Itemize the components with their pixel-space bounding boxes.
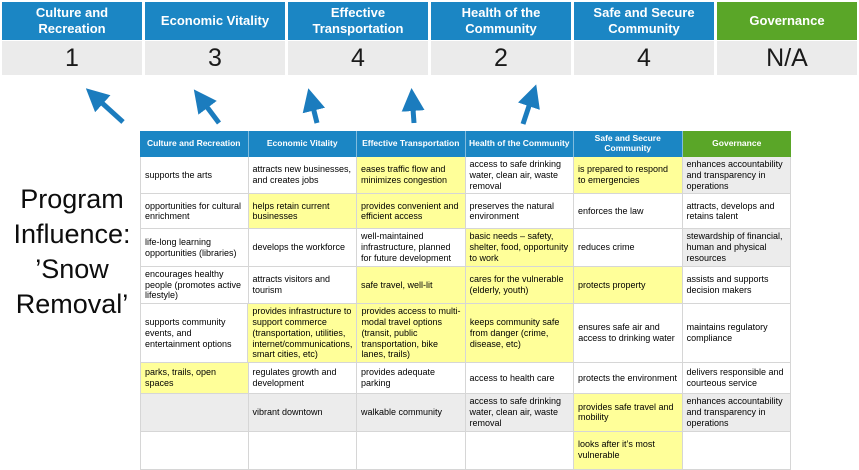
- matrix-cell: [140, 394, 249, 432]
- matrix-cell: well-maintained infrastructure, planned …: [357, 229, 466, 267]
- scoreboard-header: Safe and Secure Community: [574, 2, 714, 40]
- matrix-cell: attracts new businesses, and creates job…: [248, 157, 357, 195]
- scoreboard-column: Culture and Recreation 1: [2, 2, 142, 75]
- arrow-safe-icon: [518, 84, 540, 125]
- matrix-cell: keeps community safe from danger (crime,…: [465, 304, 575, 364]
- matrix-row: parks, trails, open spaces regulates grow…: [140, 363, 791, 395]
- matrix-cell: protects the environment: [574, 363, 683, 395]
- matrix-cell: basic needs – safety, shelter, food, opp…: [465, 229, 574, 267]
- matrix-cell: maintains regulatory compliance: [682, 304, 791, 364]
- matrix-header-cell: Culture and Recreation: [140, 131, 249, 157]
- arrow-health-icon: [401, 88, 425, 124]
- matrix-row: supports the arts attracts new businesses…: [140, 157, 791, 195]
- scoreboard-header: Economic Vitality: [145, 2, 285, 40]
- matrix-row: supports community events, and entertain…: [140, 304, 791, 364]
- matrix-cell: delivers responsible and courteous servi…: [682, 363, 791, 395]
- matrix-cell: walkable community: [357, 394, 466, 432]
- matrix-row: vibrant downtown walkable community access…: [140, 394, 791, 432]
- matrix-cell: provides infrastructure to support comme…: [248, 304, 358, 364]
- matrix-cell: enhances accountability and transparency…: [682, 394, 791, 432]
- matrix-cell: provides safe travel and mobility: [574, 394, 683, 432]
- scoreboard-score: 2: [431, 41, 571, 75]
- matrix-cell: supports the arts: [140, 157, 249, 195]
- scoreboard-column: Governance N/A: [717, 2, 857, 75]
- matrix-cell: [682, 431, 791, 470]
- matrix-cell: access to health care: [465, 363, 574, 395]
- matrix-header-cell: Effective Transportation: [357, 131, 466, 157]
- matrix-cell: [248, 431, 357, 470]
- matrix-cell: life-long learning opportunities (librar…: [140, 229, 249, 267]
- scoreboard-column: Economic Vitality 3: [145, 2, 285, 75]
- matrix-cell: reduces crime: [574, 229, 683, 267]
- matrix-row: looks after it’s most vulnerable: [140, 431, 791, 470]
- scoreboard-header: Health of the Community: [431, 2, 571, 40]
- matrix-cell: stewardship of financial, human and phys…: [682, 229, 791, 267]
- scoreboard-header: Culture and Recreation: [2, 2, 142, 40]
- matrix-header-cell: Health of the Community: [465, 131, 574, 157]
- matrix-cell: access to safe drinking water, clean air…: [465, 394, 574, 432]
- matrix-cell: provides adequate parking: [357, 363, 466, 395]
- matrix-cell: eases traffic flow and minimizes congest…: [357, 157, 466, 195]
- arrow-transportation-icon: [302, 88, 326, 124]
- matrix-cell: supports community events, and entertain…: [140, 304, 249, 364]
- scoreboard: Culture and Recreation 1 Economic Vitality…: [2, 2, 857, 75]
- matrix-cell: is prepared to respond to emergencies: [574, 157, 683, 195]
- scoreboard-column: Safe and Secure Community 4: [574, 2, 714, 75]
- scoreboard-score: 4: [288, 41, 428, 75]
- scoreboard-score: 1: [2, 41, 142, 75]
- matrix-cell: cares for the vulnerable (elderly, youth…: [465, 266, 574, 305]
- matrix-cell: provides access to multi-modal travel op…: [357, 304, 466, 364]
- matrix-cell: assists and supports decision makers: [682, 266, 791, 305]
- matrix-cell: [465, 431, 574, 470]
- influence-arrows: [85, 84, 540, 125]
- matrix-header-cell: Safe and Secure Community: [574, 131, 683, 157]
- matrix-cell: looks after it’s most vulnerable: [574, 431, 683, 470]
- matrix-header-row: Culture and Recreation Economic Vitality E…: [140, 131, 791, 157]
- matrix-cell: regulates growth and development: [248, 363, 357, 395]
- matrix-cell: access to safe drinking water, clean air…: [465, 157, 574, 195]
- matrix-cell: ensures safe air and access to drinking …: [574, 304, 683, 364]
- matrix-cell: [140, 431, 249, 470]
- matrix-cell: parks, trails, open spaces: [140, 363, 249, 395]
- matrix-cell: vibrant downtown: [248, 394, 357, 432]
- scoreboard-column: Health of the Community 2: [431, 2, 571, 75]
- matrix-cell: provides convenient and efficient access: [357, 194, 466, 230]
- matrix-cell: opportunities for cultural enrichment: [140, 194, 249, 230]
- matrix-cell: [357, 431, 466, 470]
- scoreboard-header: Governance: [717, 2, 857, 40]
- arrow-economic-icon: [193, 89, 221, 125]
- matrix-cell: encourages healthy people (promotes acti…: [140, 266, 249, 305]
- matrix-row: opportunities for cultural enrichment hel…: [140, 194, 791, 230]
- matrix-body: supports the arts attracts new businesses…: [140, 157, 791, 470]
- scoreboard-score: 4: [574, 41, 714, 75]
- matrix-cell: attracts, develops and retains talent: [682, 194, 791, 230]
- matrix-header-cell: Economic Vitality: [248, 131, 357, 157]
- scoreboard-header: Effective Transportation: [288, 2, 428, 40]
- scoreboard-score: N/A: [717, 41, 857, 75]
- matrix-cell: safe travel, well-lit: [357, 266, 466, 305]
- scoreboard-column: Effective Transportation 4: [288, 2, 428, 75]
- matrix-cell: protects property: [574, 266, 683, 305]
- influence-matrix: Culture and Recreation Economic Vitality E…: [140, 131, 791, 470]
- matrix-header-cell: Governance: [682, 131, 791, 157]
- matrix-cell: enhances accountability and transparency…: [682, 157, 791, 195]
- arrow-culture-icon: [85, 88, 125, 124]
- scoreboard-score: 3: [145, 41, 285, 75]
- matrix-cell: helps retain current businesses: [248, 194, 357, 230]
- matrix-cell: attracts visitors and tourism: [248, 266, 357, 305]
- matrix-row: life-long learning opportunities (librar…: [140, 229, 791, 267]
- matrix-row: encourages healthy people (promotes acti…: [140, 266, 791, 305]
- matrix-cell: preserves the natural environment: [465, 194, 574, 230]
- program-title: Program Influence: ’Snow Removal’: [13, 184, 131, 320]
- matrix-cell: enforces the law: [574, 194, 683, 230]
- matrix-cell: develops the workforce: [248, 229, 357, 267]
